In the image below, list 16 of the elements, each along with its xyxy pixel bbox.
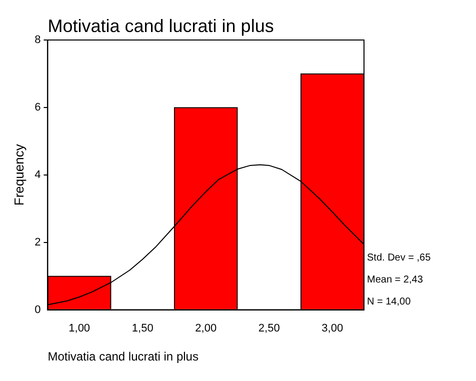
- y-tick-label: 6: [34, 101, 41, 114]
- text: Mean = 2,43: [367, 274, 424, 286]
- text: Std. Dev = ,65: [367, 252, 432, 264]
- x-axis-title: Motivatia cand lucrati in plus: [48, 349, 198, 364]
- y-tick-label: 0: [34, 304, 41, 316]
- y-axis-title: Frequency: [11, 144, 26, 206]
- x-tick-label: 1,50: [132, 322, 154, 334]
- y-tick-label: 8: [34, 34, 41, 46]
- text: N = 14,00: [367, 296, 412, 308]
- y-tick-label: 2: [34, 236, 41, 248]
- x-tick-label: 2,00: [195, 322, 217, 334]
- chart-title: Motivatia cand lucrati in plus: [48, 16, 274, 36]
- y-tick-label: 4: [34, 168, 41, 181]
- x-tick-label: 1,00: [68, 322, 90, 334]
- x-tick-label: 3,00: [322, 322, 344, 334]
- x-tick-label: 2,50: [258, 322, 280, 334]
